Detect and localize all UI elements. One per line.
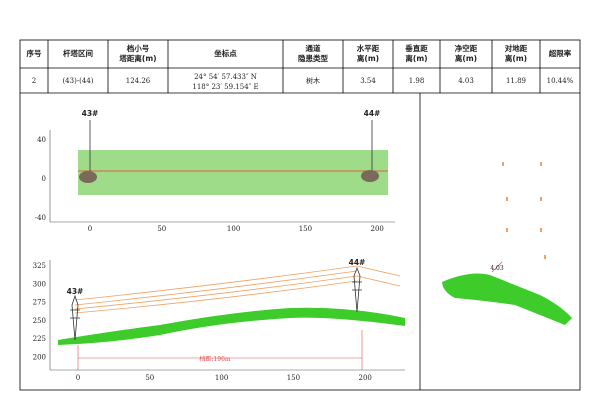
- table-cell: (43)-(44): [62, 77, 93, 85]
- x-tick-label: 150: [287, 374, 300, 382]
- tower-label: 43#: [67, 287, 84, 296]
- x-tick-label: 200: [359, 374, 372, 382]
- tower-label: 44#: [349, 258, 366, 267]
- x-tick-label: 100: [227, 225, 240, 233]
- tower-label: 44#: [364, 109, 381, 118]
- span-label: 档距:196m: [199, 355, 230, 363]
- table-cell: 4.03: [458, 77, 474, 85]
- x-tick-label: 150: [299, 225, 312, 233]
- point-cloud-band: [78, 150, 388, 195]
- table-cell: 1.98: [409, 77, 425, 85]
- table-header: 超限率: [548, 48, 572, 58]
- table-header: 杆塔区间: [63, 48, 93, 58]
- table-header: 通道隐患类型: [298, 43, 328, 63]
- table-cell: 树木: [306, 76, 320, 85]
- table-header: 序号: [27, 48, 42, 58]
- table-header: 水平距离(m): [357, 43, 380, 63]
- table-header: 垂直距离(m): [405, 43, 428, 63]
- y-tick-label: 275: [33, 299, 46, 307]
- tower-base: [79, 171, 97, 183]
- y-tick-label: 250: [33, 317, 46, 325]
- table-cell: 10.44%: [547, 77, 574, 85]
- x-tick-label: 0: [88, 225, 92, 233]
- x-tick-label: 0: [76, 374, 80, 382]
- vegetation: [442, 273, 572, 325]
- y-tick-label: -40: [35, 214, 46, 222]
- y-tick-label: 0: [42, 175, 46, 183]
- table-header: 对地距离(m): [505, 43, 528, 63]
- terrain: [58, 307, 405, 345]
- x-tick-label: 50: [145, 374, 154, 382]
- tower-base: [361, 170, 379, 182]
- table-cell: 2: [32, 77, 36, 85]
- tower-label: 43#: [82, 109, 99, 118]
- table-cell: 3.54: [360, 77, 376, 85]
- conductors: [74, 265, 401, 314]
- y-tick-label: 300: [33, 280, 46, 288]
- table-header: 净空距离(m): [455, 43, 478, 63]
- table-grid: [19, 39, 581, 391]
- x-tick-label: 100: [215, 374, 228, 382]
- y-tick-label: 40: [37, 136, 46, 144]
- y-tick-label: 225: [33, 335, 46, 343]
- x-tick-label: 200: [371, 225, 384, 233]
- x-tick-label: 50: [157, 225, 166, 233]
- table-header: 档小号塔距离(m): [119, 43, 156, 63]
- table-cell: 118° 23′ 59.154″ E: [192, 83, 258, 91]
- distance-label: 4.03: [490, 265, 504, 272]
- towers: [70, 266, 362, 341]
- table-cell: 11.89: [506, 77, 526, 85]
- table-cell: 124.26: [126, 77, 151, 85]
- table-cell: 24° 54′ 57.433″ N: [194, 73, 257, 81]
- table-header: 坐标点: [214, 48, 237, 58]
- y-tick-label: 325: [33, 262, 46, 270]
- y-tick-label: 200: [33, 354, 46, 362]
- conductor-points: [502, 162, 546, 259]
- distance-line: [491, 261, 503, 273]
